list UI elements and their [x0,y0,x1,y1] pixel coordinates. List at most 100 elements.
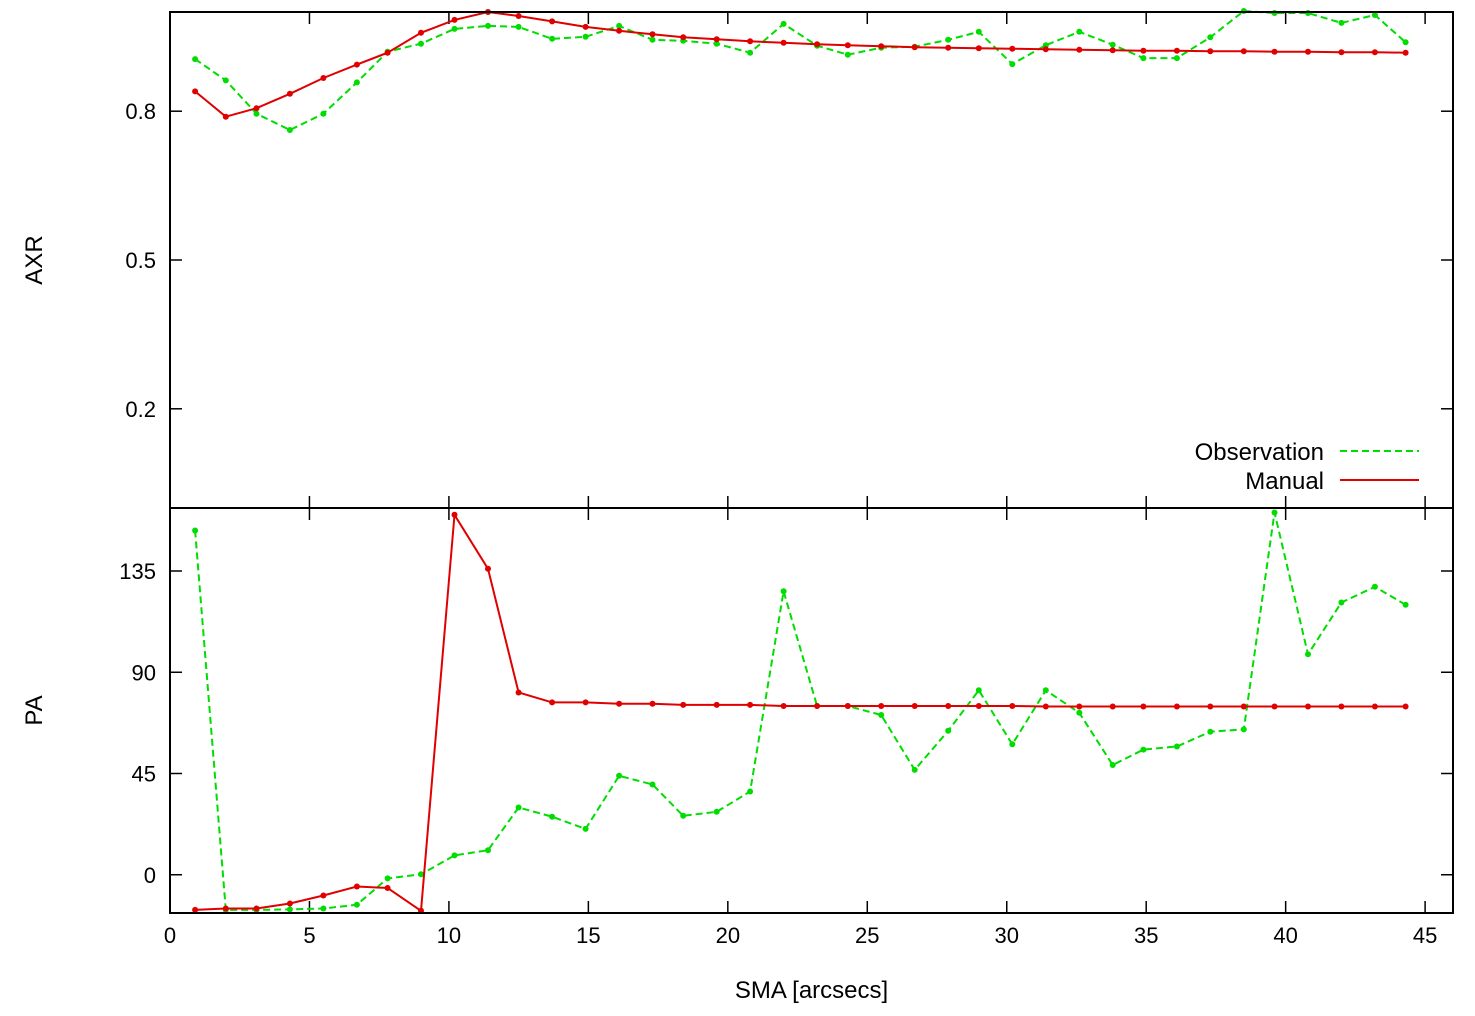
axr-manual-point [353,61,360,68]
pa-observation-point [286,906,293,913]
axr-manual-point [286,90,293,97]
pa-y-axis-title: PA [21,695,48,725]
axr-observation-point [286,127,293,133]
axr-observation-point [515,23,522,30]
pa-manual-point [680,701,687,708]
pa-observation-point [515,804,522,811]
pa-manual-point [222,905,229,912]
axr-manual-point [1140,47,1147,54]
axr-manual-point [1338,49,1345,56]
pa-observation-point [1109,762,1116,768]
pa-manual-point [451,511,458,518]
pa-observation-point [1140,746,1147,753]
pa-observation-point [945,727,952,734]
pa-y-tick-label: 90 [132,660,156,685]
axr-manual-point [975,45,982,52]
legend-label-manual: Manual [1245,468,1324,495]
pa-manual-point [1140,703,1147,710]
axr-y-tick-label: 0.2 [125,397,156,422]
axr-manual-point [515,13,522,19]
axr-manual-point [1240,48,1247,55]
axr-y-ticks: 0.2 0.5 0.8 [125,99,1453,422]
axr-observation-point [844,51,851,58]
pa-manual-point [485,565,491,572]
pa-panel: 0 45 90 135 0 5 10 15 20 25 30 35 40 45 PA SMA [arcs… [21,507,1454,1004]
legend-label-observation: Observation [1195,439,1324,466]
axr-manual-point [320,75,327,81]
pa-manual-point [515,689,522,696]
pa-manual-point [1173,703,1180,710]
axr-observation-point [945,36,952,43]
axr-observation-point [253,110,260,117]
pa-manual-point [1109,703,1116,710]
axr-observation-point [780,20,787,27]
axr-panel: 0.2 0.5 0.8 AXR Observation Manual [21,8,1454,509]
axr-observation-point [549,35,556,42]
pa-manual-point [1371,703,1378,710]
pa-manual-point [945,703,952,709]
pa-manual-point [1305,703,1311,710]
pa-manual-point [814,703,821,709]
pa-observation-point [1271,509,1278,516]
pa-observation-point [649,781,656,788]
pa-observation-point [1402,601,1409,608]
axr-observation-point [192,56,199,63]
axr-y-tick-label: 0.5 [125,248,156,273]
pa-manual-point [844,703,851,709]
axr-manual-point [649,31,656,38]
axr-observation-point [582,33,589,40]
pa-manual-point [253,905,260,912]
axr-manual-point [680,34,687,41]
pa-observation-point [1076,709,1083,716]
axr-observation-point [713,40,720,47]
pa-observation-point [320,905,327,912]
x-tick-label: 10 [437,923,461,948]
pa-observation-point [1240,726,1247,733]
axr-manual-line [194,10,1406,118]
pa-y-tick-label: 45 [132,762,156,787]
pa-observation-point [680,812,687,819]
x-tick-label: 25 [855,923,879,948]
axr-observation-line [194,9,1407,132]
pa-manual-point [1271,703,1278,710]
axr-manual-point [418,29,424,36]
pa-observation-point [1207,728,1214,735]
pa-observation-point [353,901,360,908]
axr-manual-point [747,38,754,45]
axr-x-ticks [169,12,1426,508]
axr-observation-point [451,25,458,32]
pa-y-ticks: 0 45 90 135 [119,559,1453,888]
axr-observation-point [1338,19,1345,26]
pa-manual-point [911,703,918,709]
axr-observation-point [1076,28,1083,35]
axr-manual-point [1207,48,1214,55]
x-tick-label: 40 [1273,923,1297,948]
pa-observation-point [911,766,918,773]
axr-manual-point [222,113,229,120]
axr-manual-point [814,41,821,48]
pa-manual-point [780,703,787,709]
axr-manual-point [1305,48,1311,55]
pa-manual-point [384,885,391,891]
axr-observation-point [1371,12,1378,18]
axr-manual-point [616,27,623,34]
pa-manual-point [549,699,556,706]
pa-observation-point [747,788,754,795]
pa-observation-point [878,712,885,718]
pa-series [192,509,1409,914]
x-tick-label: 45 [1413,923,1437,948]
pa-manual-point [1402,703,1409,710]
axr-manual-point [1076,46,1083,53]
pa-observation-point [1338,599,1345,606]
axr-observation-point [1402,39,1409,46]
pa-plot-frame [169,507,1454,914]
axr-manual-point [1402,49,1409,56]
pa-observation-point [384,875,391,882]
legend: Observation Manual [1195,439,1419,495]
x-tick-label: 0 [164,923,176,948]
pa-observation-point [1173,743,1180,750]
axr-observation-point [975,28,982,35]
pa-observation-line [194,512,1407,911]
x-tick-label: 20 [716,923,740,948]
pa-observation-point [1009,741,1016,748]
